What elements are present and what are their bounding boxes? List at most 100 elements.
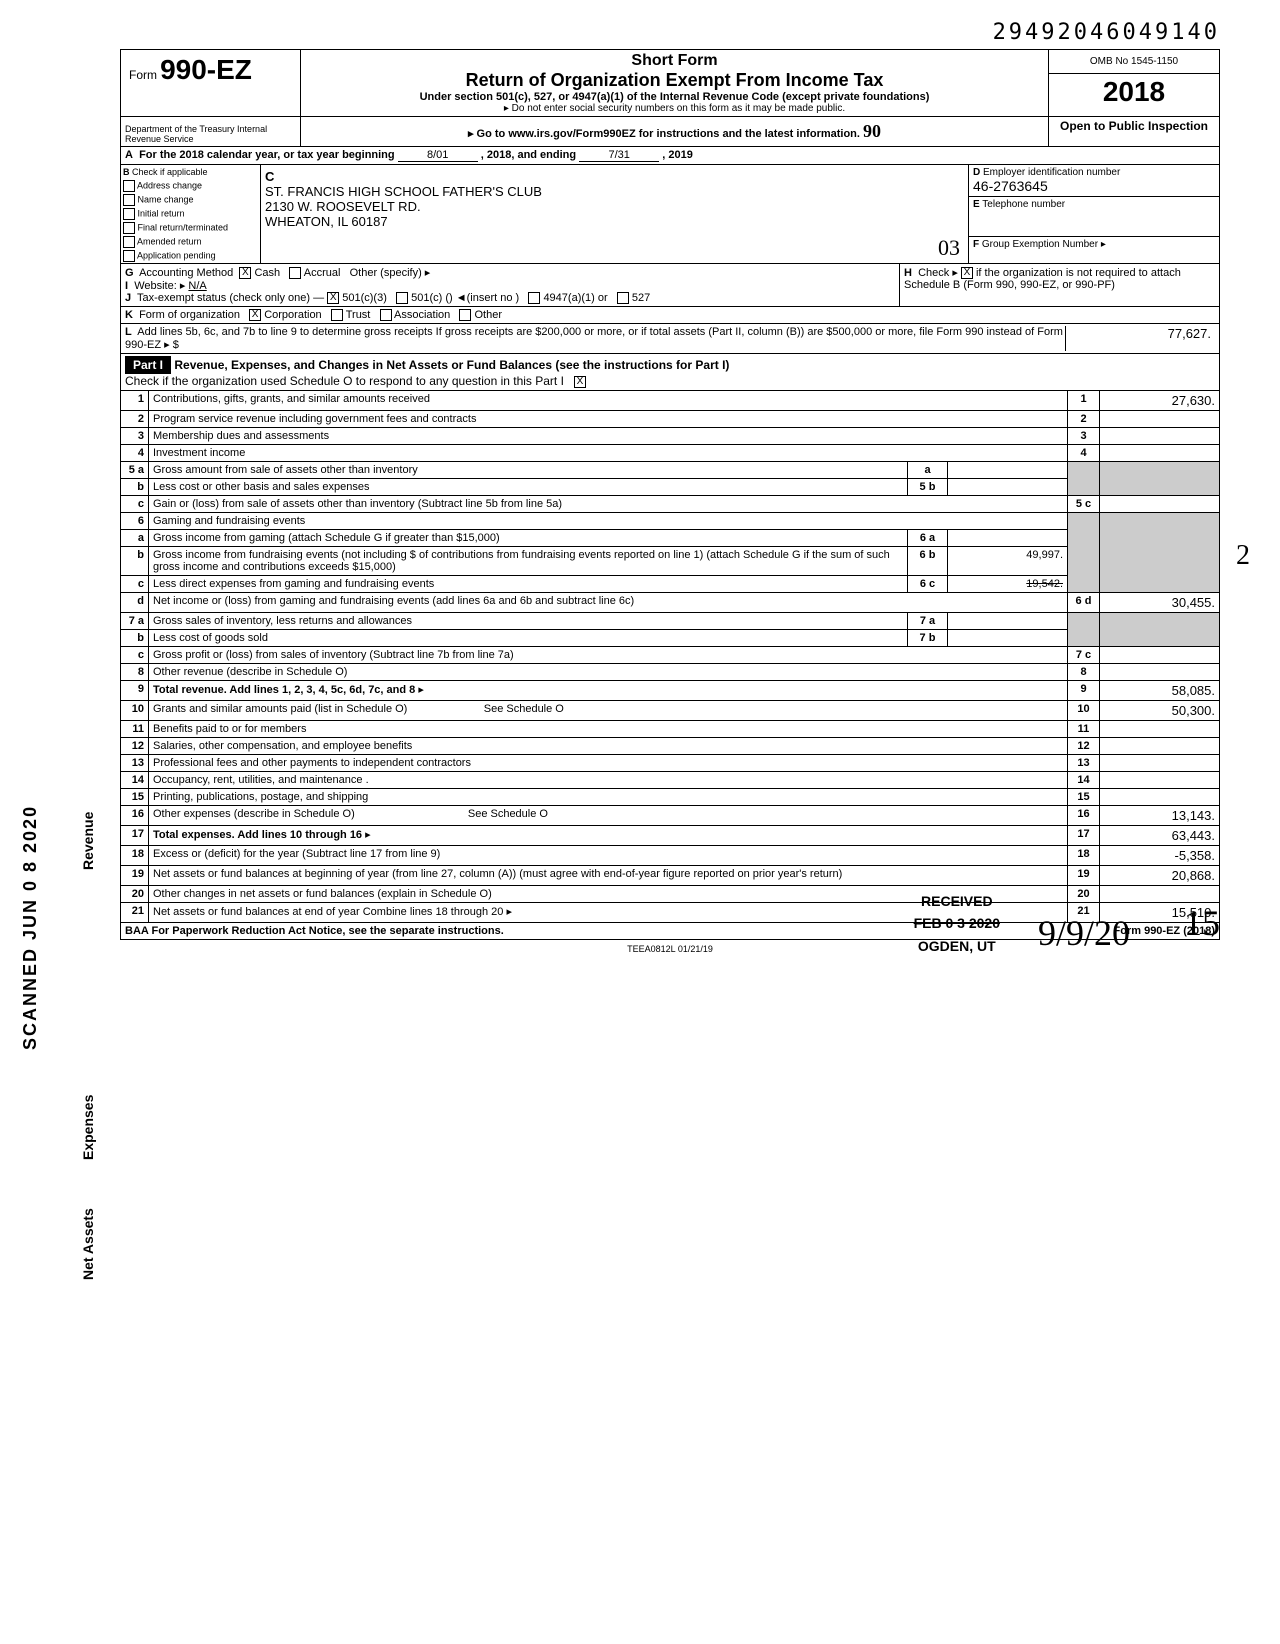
section-expenses-label: Expenses <box>80 1095 96 1160</box>
line-a: A For the 2018 calendar year, or tax yea… <box>120 147 1220 165</box>
label-c: C <box>265 169 274 184</box>
chk-cash[interactable]: X <box>239 267 251 279</box>
label-d: D <box>973 167 980 178</box>
received-l3: OGDEN, UT <box>918 938 996 954</box>
hand-15: 15 <box>1184 902 1220 944</box>
header-right: OMB No 1545-1150 2018 <box>1049 50 1219 116</box>
label-a: A <box>125 149 133 161</box>
label-h: H <box>904 267 912 279</box>
lbl-initial-return: Initial return <box>138 208 185 218</box>
title-main: Return of Organization Exempt From Incom… <box>309 70 1040 91</box>
chk-part1-scho[interactable]: X <box>574 376 586 388</box>
header-row: Form 990-EZ Short Form Return of Organiz… <box>120 49 1220 117</box>
chk-accrual[interactable] <box>289 267 301 279</box>
line-a-text2: , 2018, and ending <box>481 149 576 161</box>
block-e: E Telephone number <box>969 197 1219 237</box>
org-addr2: WHEATON, IL 60187 <box>265 214 388 229</box>
tax-year: 2018 <box>1049 74 1219 110</box>
tax-year-begin: 8/01 <box>398 149 478 162</box>
line-12: 12Salaries, other compensation, and empl… <box>121 738 1220 755</box>
lbl-other-specify: Other (specify) ▸ <box>350 267 431 279</box>
title-short: Short Form <box>309 52 1040 70</box>
label-g: G <box>125 267 134 279</box>
row-gh: G Accounting Method X Cash Accrual Other… <box>120 264 1220 307</box>
line-8: 8Other revenue (describe in Schedule O)8 <box>121 664 1220 681</box>
hand-stamp-90: 90 <box>863 121 881 141</box>
chk-h[interactable]: X <box>961 267 973 279</box>
row-h: H Check ▸ X if the organization is not r… <box>899 264 1219 306</box>
label-e: E <box>973 199 980 210</box>
row-k: K Form of organization X Corporation Tru… <box>120 307 1220 324</box>
lbl-4947a1: 4947(a)(1) or <box>543 292 607 304</box>
chk-final-return[interactable] <box>123 222 135 234</box>
lbl-trust: Trust <box>346 309 371 321</box>
row-g: G Accounting Method X Cash Accrual Other… <box>121 264 899 306</box>
line-16: 16Other expenses (describe in Schedule O… <box>121 806 1220 826</box>
lbl-name-change: Name change <box>138 194 194 204</box>
line-a-text3: , 2019 <box>662 149 693 161</box>
lbl-accrual: Accrual <box>304 267 341 279</box>
label-l: L <box>125 326 132 338</box>
chk-name-change[interactable] <box>123 194 135 206</box>
header-row2: Department of the Treasury Internal Reve… <box>120 117 1220 147</box>
chk-address-change[interactable] <box>123 180 135 192</box>
signature-date: 9/9/20 <box>1038 912 1130 954</box>
line-19: 19Net assets or fund balances at beginni… <box>121 866 1220 886</box>
col-b: B Check if applicable Address change Nam… <box>121 165 261 263</box>
line-15: 15Printing, publications, postage, and s… <box>121 789 1220 806</box>
lbl-corp: Corporation <box>264 309 321 321</box>
tax-exempt-label: Tax-exempt status (check only one) — <box>137 292 324 304</box>
org-name: ST. FRANCIS HIGH SCHOOL FATHER'S CLUB <box>265 184 542 199</box>
chk-501c3[interactable]: X <box>327 292 339 304</box>
title-sub2: ▸ Do not enter social security numbers o… <box>309 103 1040 114</box>
line-4: 4Investment income4 <box>121 445 1220 462</box>
accounting-method-label: Accounting Method <box>139 267 233 279</box>
label-k: K <box>125 309 133 321</box>
check-if-applicable: Check if applicable <box>132 167 208 177</box>
lbl-527: 527 <box>632 292 650 304</box>
line-13: 13Professional fees and other payments t… <box>121 755 1220 772</box>
goto-cell: ▸ Go to www.irs.gov/Form990EZ for instru… <box>301 117 1049 146</box>
form-of-org-label: Form of organization <box>139 309 240 321</box>
chk-app-pending[interactable] <box>123 250 135 262</box>
part1-header-row: Part I Revenue, Expenses, and Changes in… <box>120 354 1220 391</box>
row-h-text1: Check ▸ <box>918 267 958 279</box>
part1-check-text: Check if the organization used Schedule … <box>125 374 564 388</box>
row-l-text: Add lines 5b, 6c, and 7b to line 9 to de… <box>125 326 1063 351</box>
scanned-stamp: SCANNED JUN 0 8 2020 <box>20 805 41 1050</box>
chk-initial-return[interactable] <box>123 208 135 220</box>
line-2: 2Program service revenue including gover… <box>121 411 1220 428</box>
section-netassets-label: Net Assets <box>80 1208 96 1280</box>
org-addr1: 2130 W. ROOSEVELT RD. <box>265 199 421 214</box>
line-14: 14Occupancy, rent, utilities, and mainte… <box>121 772 1220 789</box>
row-l-arrow: ▸ $ <box>164 339 179 351</box>
omb-number: OMB No 1545-1150 <box>1049 50 1219 74</box>
form-number: 990-EZ <box>160 54 252 85</box>
lbl-address-change: Address change <box>137 180 202 190</box>
line-6b: bGross income from fundraising events (n… <box>121 547 1220 576</box>
lbl-501c3: 501(c)(3) <box>342 292 387 304</box>
line-1: 1Contributions, gifts, grants, and simil… <box>121 391 1220 411</box>
label-i: I <box>125 280 128 292</box>
part1-title: Revenue, Expenses, and Changes in Net As… <box>174 358 729 372</box>
chk-4947a1[interactable] <box>528 292 540 304</box>
line-6: 6Gaming and fundraising events <box>121 513 1220 530</box>
line-6a: aGross income from gaming (attach Schedu… <box>121 530 1220 547</box>
form-number-cell: Form 990-EZ <box>121 50 301 116</box>
chk-527[interactable] <box>617 292 629 304</box>
lines-table: 1Contributions, gifts, grants, and simil… <box>120 391 1220 923</box>
line-18: 18Excess or (deficit) for the year (Subt… <box>121 846 1220 866</box>
label-f: F <box>973 239 979 250</box>
chk-other-org[interactable] <box>459 309 471 321</box>
received-stamp: RECEIVED FEB 0 3 2020 OGDEN, UT <box>914 890 1000 957</box>
line-5a: 5 aGross amount from sale of assets othe… <box>121 462 1220 479</box>
chk-assoc[interactable] <box>380 309 392 321</box>
website-value: N/A <box>188 280 206 292</box>
chk-amended[interactable] <box>123 236 135 248</box>
chk-corp[interactable]: X <box>249 309 261 321</box>
lbl-cash: Cash <box>254 267 280 279</box>
received-l1: RECEIVED <box>921 893 993 909</box>
chk-501c[interactable] <box>396 292 408 304</box>
chk-trust[interactable] <box>331 309 343 321</box>
col-c: C ST. FRANCIS HIGH SCHOOL FATHER'S CLUB … <box>261 165 969 263</box>
